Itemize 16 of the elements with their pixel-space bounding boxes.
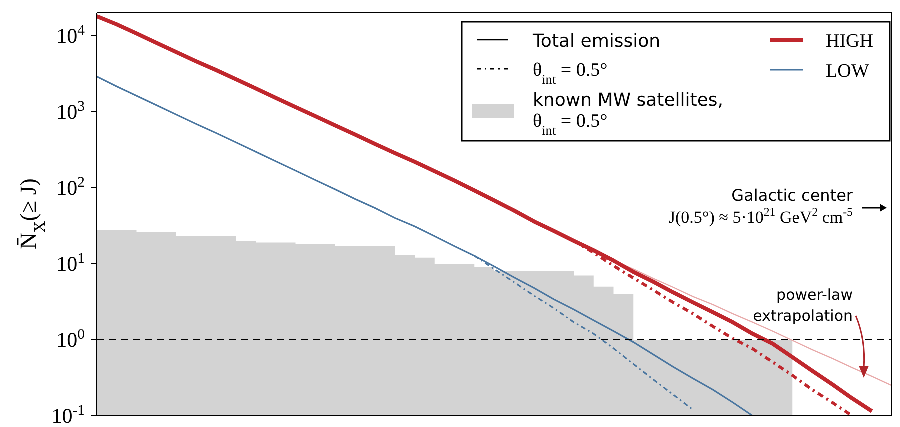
line-series [97,14,874,414]
annotation: θ$_{int}$ = 0.5° [533,60,608,86]
y-tick-label: 10$^{3}$ [56,98,85,124]
legend-label: HIGH [826,31,874,52]
annotation: Galactic center [732,186,854,205]
annotation: power-law extrapolation [753,286,853,325]
y-tick-label: 10$^{1}$ [56,250,85,276]
legend-label: known MW satellites, θ$_{int}$ = 0.5° [533,90,724,138]
legend-label: LOW [826,61,870,82]
y-tick-label: 10$^{4}$ [56,22,86,48]
annotation: J(0.5°) ≈ 5·10$^{21}$ GeV$^{2}$ cm$^{-5}$ [668,205,854,227]
y-tick-label: 10$^{0}$ [56,326,85,352]
annotation: Total emission [532,31,661,52]
line-series [474,255,694,411]
y-tick-label: 10$^{2}$ [56,174,85,200]
y-tick-label: 10$^{-1}$ [52,403,85,427]
